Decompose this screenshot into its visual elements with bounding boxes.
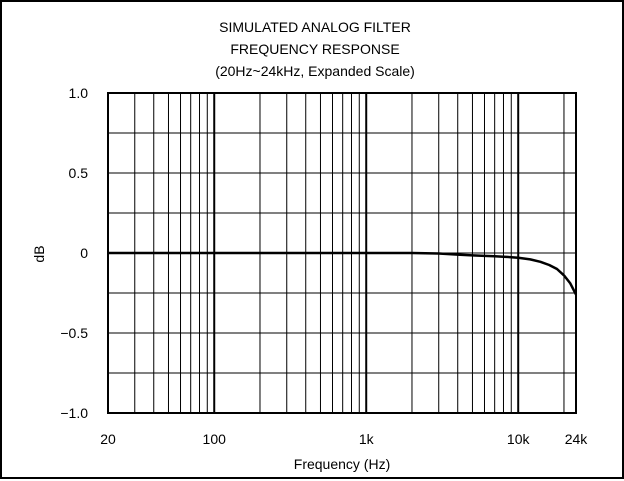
y-tick-label: −1.0	[60, 405, 88, 421]
chart-title: SIMULATED ANALOG FILTER FREQUENCY RESPON…	[215, 19, 415, 79]
y-tick-label: 0.5	[69, 165, 89, 181]
plot-border	[107, 92, 577, 414]
x-tick-label: 10k	[507, 431, 531, 447]
x-tick-label: 20	[100, 431, 116, 447]
y-tick-label: −0.5	[60, 325, 88, 341]
y-tick-label: 0	[80, 245, 88, 261]
y-tick-label: 1.0	[69, 85, 89, 101]
x-tick-label: 100	[203, 431, 227, 447]
x-axis-label: Frequency (Hz)	[294, 456, 390, 472]
x-tick-label: 1k	[359, 431, 375, 447]
x-tick-label: 24k	[565, 431, 589, 447]
y-axis-label: dB	[31, 245, 47, 262]
title-line-2: FREQUENCY RESPONSE	[230, 41, 399, 57]
title-line-1: SIMULATED ANALOG FILTER	[219, 19, 411, 35]
series-layer	[108, 251, 578, 296]
y-tick-labels: 1.0 0.5 0 −0.5 −1.0	[60, 85, 88, 421]
response-curve	[108, 251, 578, 296]
title-line-3: (20Hz~24kHz, Expanded Scale)	[215, 63, 415, 79]
x-tick-labels: 20 100 1k 10k 24k	[100, 431, 588, 447]
